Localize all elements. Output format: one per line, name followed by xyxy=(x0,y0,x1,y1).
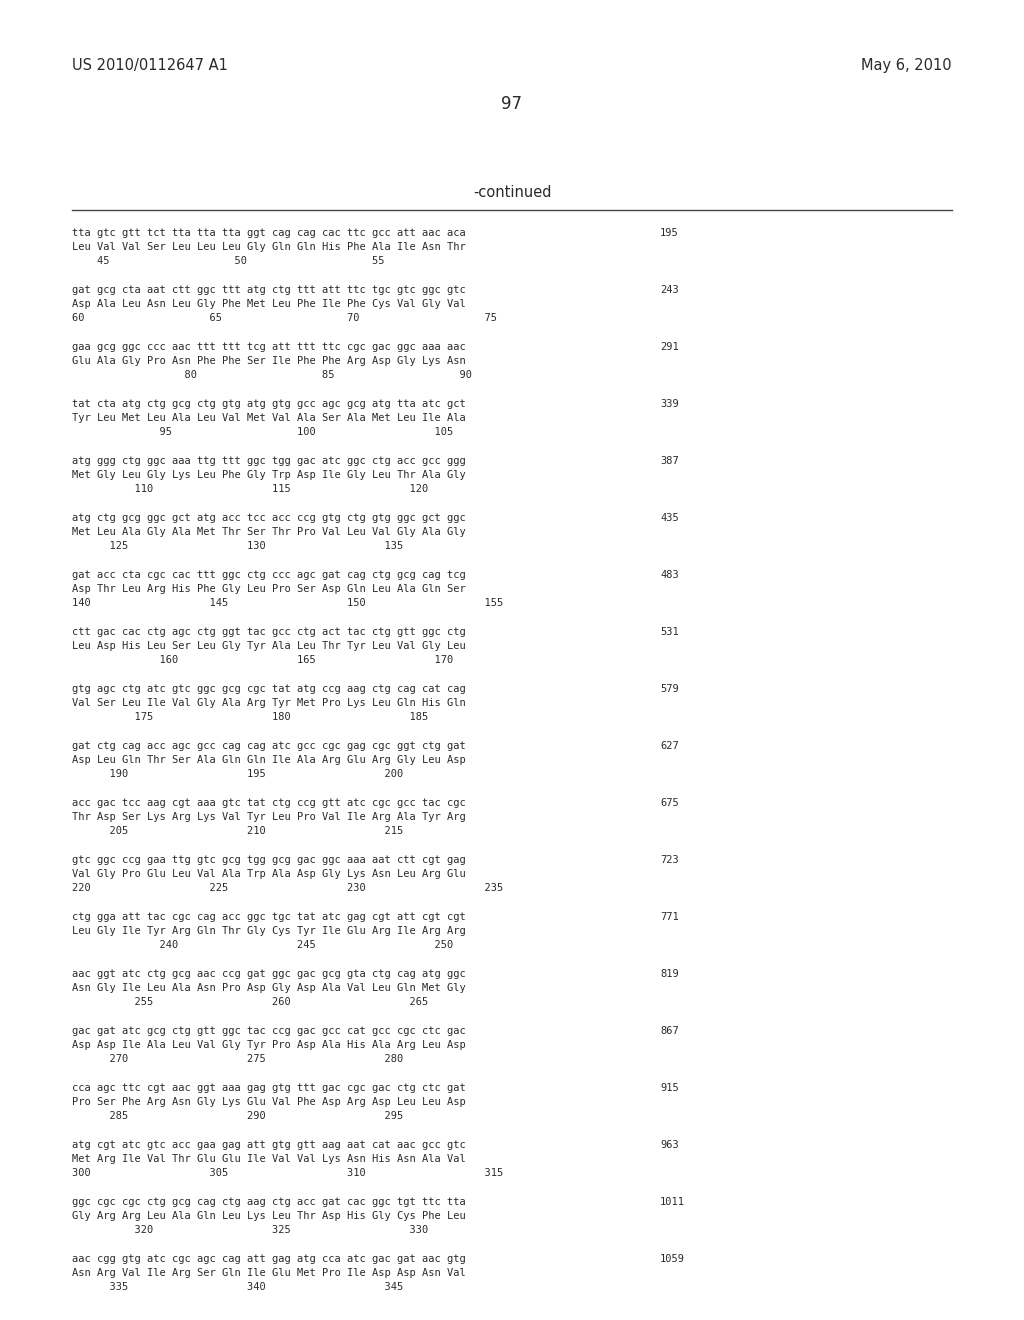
Text: 1011: 1011 xyxy=(660,1197,685,1206)
Text: ggc cgc cgc ctg gcg cag ctg aag ctg acc gat cac ggc tgt ttc tta: ggc cgc cgc ctg gcg cag ctg aag ctg acc … xyxy=(72,1197,466,1206)
Text: 110                   115                   120: 110 115 120 xyxy=(72,484,428,494)
Text: atg ctg gcg ggc gct atg acc tcc acc ccg gtg ctg gtg ggc gct ggc: atg ctg gcg ggc gct atg acc tcc acc ccg … xyxy=(72,513,466,523)
Text: acc gac tcc aag cgt aaa gtc tat ctg ccg gtt atc cgc gcc tac cgc: acc gac tcc aag cgt aaa gtc tat ctg ccg … xyxy=(72,799,466,808)
Text: gat gcg cta aat ctt ggc ttt atg ctg ttt att ttc tgc gtc ggc gtc: gat gcg cta aat ctt ggc ttt atg ctg ttt … xyxy=(72,285,466,294)
Text: 80                    85                    90: 80 85 90 xyxy=(72,370,472,380)
Text: Val Gly Pro Glu Leu Val Ala Trp Ala Asp Gly Lys Asn Leu Arg Glu: Val Gly Pro Glu Leu Val Ala Trp Ala Asp … xyxy=(72,869,466,879)
Text: 435: 435 xyxy=(660,513,679,523)
Text: 95                    100                   105: 95 100 105 xyxy=(72,426,454,437)
Text: Asp Thr Leu Arg His Phe Gly Leu Pro Ser Asp Gln Leu Ala Gln Ser: Asp Thr Leu Arg His Phe Gly Leu Pro Ser … xyxy=(72,583,466,594)
Text: 963: 963 xyxy=(660,1140,679,1150)
Text: Asn Arg Val Ile Arg Ser Gln Ile Glu Met Pro Ile Asp Asp Asn Val: Asn Arg Val Ile Arg Ser Gln Ile Glu Met … xyxy=(72,1269,466,1278)
Text: 1059: 1059 xyxy=(660,1254,685,1265)
Text: 627: 627 xyxy=(660,741,679,751)
Text: 60                    65                    70                    75: 60 65 70 75 xyxy=(72,313,497,323)
Text: tta gtc gtt tct tta tta tta ggt cag cag cac ttc gcc att aac aca: tta gtc gtt tct tta tta tta ggt cag cag … xyxy=(72,228,466,238)
Text: Gly Arg Arg Leu Ala Gln Leu Lys Leu Thr Asp His Gly Cys Phe Leu: Gly Arg Arg Leu Ala Gln Leu Lys Leu Thr … xyxy=(72,1210,466,1221)
Text: gtc ggc ccg gaa ttg gtc gcg tgg gcg gac ggc aaa aat ctt cgt gag: gtc ggc ccg gaa ttg gtc gcg tgg gcg gac … xyxy=(72,855,466,865)
Text: 270                   275                   280: 270 275 280 xyxy=(72,1053,403,1064)
Text: 160                   165                   170: 160 165 170 xyxy=(72,655,454,665)
Text: 285                   290                   295: 285 290 295 xyxy=(72,1111,403,1121)
Text: 243: 243 xyxy=(660,285,679,294)
Text: 175                   180                   185: 175 180 185 xyxy=(72,711,428,722)
Text: Thr Asp Ser Lys Arg Lys Val Tyr Leu Pro Val Ile Arg Ala Tyr Arg: Thr Asp Ser Lys Arg Lys Val Tyr Leu Pro … xyxy=(72,812,466,822)
Text: gaa gcg ggc ccc aac ttt ttt tcg att ttt ttc cgc gac ggc aaa aac: gaa gcg ggc ccc aac ttt ttt tcg att ttt … xyxy=(72,342,466,352)
Text: 195: 195 xyxy=(660,228,679,238)
Text: 291: 291 xyxy=(660,342,679,352)
Text: 205                   210                   215: 205 210 215 xyxy=(72,826,403,836)
Text: Met Leu Ala Gly Ala Met Thr Ser Thr Pro Val Leu Val Gly Ala Gly: Met Leu Ala Gly Ala Met Thr Ser Thr Pro … xyxy=(72,527,466,537)
Text: US 2010/0112647 A1: US 2010/0112647 A1 xyxy=(72,58,228,73)
Text: Met Arg Ile Val Thr Glu Glu Ile Val Val Lys Asn His Asn Ala Val: Met Arg Ile Val Thr Glu Glu Ile Val Val … xyxy=(72,1154,466,1164)
Text: 531: 531 xyxy=(660,627,679,638)
Text: Tyr Leu Met Leu Ala Leu Val Met Val Ala Ser Ala Met Leu Ile Ala: Tyr Leu Met Leu Ala Leu Val Met Val Ala … xyxy=(72,413,466,422)
Text: gat ctg cag acc agc gcc cag cag atc gcc cgc gag cgc ggt ctg gat: gat ctg cag acc agc gcc cag cag atc gcc … xyxy=(72,741,466,751)
Text: Val Ser Leu Ile Val Gly Ala Arg Tyr Met Pro Lys Leu Gln His Gln: Val Ser Leu Ile Val Gly Ala Arg Tyr Met … xyxy=(72,698,466,708)
Text: May 6, 2010: May 6, 2010 xyxy=(861,58,952,73)
Text: 387: 387 xyxy=(660,455,679,466)
Text: 723: 723 xyxy=(660,855,679,865)
Text: gtg agc ctg atc gtc ggc gcg cgc tat atg ccg aag ctg cag cat cag: gtg agc ctg atc gtc ggc gcg cgc tat atg … xyxy=(72,684,466,694)
Text: ctt gac cac ctg agc ctg ggt tac gcc ctg act tac ctg gtt ggc ctg: ctt gac cac ctg agc ctg ggt tac gcc ctg … xyxy=(72,627,466,638)
Text: gat acc cta cgc cac ttt ggc ctg ccc agc gat cag ctg gcg cag tcg: gat acc cta cgc cac ttt ggc ctg ccc agc … xyxy=(72,570,466,579)
Text: 97: 97 xyxy=(502,95,522,114)
Text: atg ggg ctg ggc aaa ttg ttt ggc tgg gac atc ggc ctg acc gcc ggg: atg ggg ctg ggc aaa ttg ttt ggc tgg gac … xyxy=(72,455,466,466)
Text: Met Gly Leu Gly Lys Leu Phe Gly Trp Asp Ile Gly Leu Thr Ala Gly: Met Gly Leu Gly Lys Leu Phe Gly Trp Asp … xyxy=(72,470,466,480)
Text: cca agc ttc cgt aac ggt aaa gag gtg ttt gac cgc gac ctg ctc gat: cca agc ttc cgt aac ggt aaa gag gtg ttt … xyxy=(72,1082,466,1093)
Text: Glu Ala Gly Pro Asn Phe Phe Ser Ile Phe Phe Arg Asp Gly Lys Asn: Glu Ala Gly Pro Asn Phe Phe Ser Ile Phe … xyxy=(72,356,466,366)
Text: 675: 675 xyxy=(660,799,679,808)
Text: 771: 771 xyxy=(660,912,679,921)
Text: Leu Asp His Leu Ser Leu Gly Tyr Ala Leu Thr Tyr Leu Val Gly Leu: Leu Asp His Leu Ser Leu Gly Tyr Ala Leu … xyxy=(72,642,466,651)
Text: 140                   145                   150                   155: 140 145 150 155 xyxy=(72,598,503,609)
Text: gac gat atc gcg ctg gtt ggc tac ccg gac gcc cat gcc cgc ctc gac: gac gat atc gcg ctg gtt ggc tac ccg gac … xyxy=(72,1026,466,1036)
Text: 335                   340                   345: 335 340 345 xyxy=(72,1282,403,1292)
Text: 220                   225                   230                   235: 220 225 230 235 xyxy=(72,883,503,894)
Text: 45                    50                    55: 45 50 55 xyxy=(72,256,384,267)
Text: 483: 483 xyxy=(660,570,679,579)
Text: tat cta atg ctg gcg ctg gtg atg gtg gcc agc gcg atg tta atc gct: tat cta atg ctg gcg ctg gtg atg gtg gcc … xyxy=(72,399,466,409)
Text: Leu Val Val Ser Leu Leu Leu Gly Gln Gln His Phe Ala Ile Asn Thr: Leu Val Val Ser Leu Leu Leu Gly Gln Gln … xyxy=(72,242,466,252)
Text: Leu Gly Ile Tyr Arg Gln Thr Gly Cys Tyr Ile Glu Arg Ile Arg Arg: Leu Gly Ile Tyr Arg Gln Thr Gly Cys Tyr … xyxy=(72,927,466,936)
Text: aac ggt atc ctg gcg aac ccg gat ggc gac gcg gta ctg cag atg ggc: aac ggt atc ctg gcg aac ccg gat ggc gac … xyxy=(72,969,466,979)
Text: -continued: -continued xyxy=(473,185,551,201)
Text: 320                   325                   330: 320 325 330 xyxy=(72,1225,428,1236)
Text: Pro Ser Phe Arg Asn Gly Lys Glu Val Phe Asp Arg Asp Leu Leu Asp: Pro Ser Phe Arg Asn Gly Lys Glu Val Phe … xyxy=(72,1097,466,1107)
Text: 915: 915 xyxy=(660,1082,679,1093)
Text: 339: 339 xyxy=(660,399,679,409)
Text: 125                   130                   135: 125 130 135 xyxy=(72,541,403,550)
Text: 300                   305                   310                   315: 300 305 310 315 xyxy=(72,1168,503,1177)
Text: 240                   245                   250: 240 245 250 xyxy=(72,940,454,950)
Text: Asp Asp Ile Ala Leu Val Gly Tyr Pro Asp Ala His Ala Arg Leu Asp: Asp Asp Ile Ala Leu Val Gly Tyr Pro Asp … xyxy=(72,1040,466,1049)
Text: 579: 579 xyxy=(660,684,679,694)
Text: ctg gga att tac cgc cag acc ggc tgc tat atc gag cgt att cgt cgt: ctg gga att tac cgc cag acc ggc tgc tat … xyxy=(72,912,466,921)
Text: 819: 819 xyxy=(660,969,679,979)
Text: Asn Gly Ile Leu Ala Asn Pro Asp Gly Asp Ala Val Leu Gln Met Gly: Asn Gly Ile Leu Ala Asn Pro Asp Gly Asp … xyxy=(72,983,466,993)
Text: Asp Leu Gln Thr Ser Ala Gln Gln Ile Ala Arg Glu Arg Gly Leu Asp: Asp Leu Gln Thr Ser Ala Gln Gln Ile Ala … xyxy=(72,755,466,766)
Text: 255                   260                   265: 255 260 265 xyxy=(72,997,428,1007)
Text: aac cgg gtg atc cgc agc cag att gag atg cca atc gac gat aac gtg: aac cgg gtg atc cgc agc cag att gag atg … xyxy=(72,1254,466,1265)
Text: 867: 867 xyxy=(660,1026,679,1036)
Text: Asp Ala Leu Asn Leu Gly Phe Met Leu Phe Ile Phe Cys Val Gly Val: Asp Ala Leu Asn Leu Gly Phe Met Leu Phe … xyxy=(72,300,466,309)
Text: 190                   195                   200: 190 195 200 xyxy=(72,770,403,779)
Text: atg cgt atc gtc acc gaa gag att gtg gtt aag aat cat aac gcc gtc: atg cgt atc gtc acc gaa gag att gtg gtt … xyxy=(72,1140,466,1150)
